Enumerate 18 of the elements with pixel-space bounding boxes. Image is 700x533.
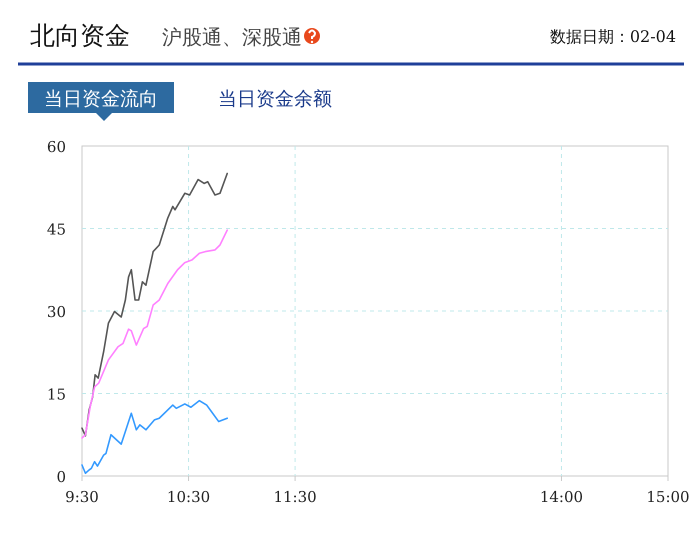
x-tick-label: 10:30 — [166, 488, 210, 506]
line-series — [81, 172, 228, 437]
chart-title: 北向资金 — [30, 21, 130, 50]
x-tick-label: 11:30 — [273, 488, 317, 506]
x-tick-label: 9:30 — [65, 488, 99, 506]
x-tick-label: 15:00 — [646, 488, 690, 506]
y-tick-label: 60 — [46, 138, 66, 156]
chart-subtitle: 沪股通、深股通 — [162, 25, 302, 49]
text: 当日资金余额 — [218, 88, 332, 110]
line-series — [81, 400, 228, 474]
y-tick-label: 15 — [46, 386, 66, 404]
y-tick-label: 0 — [56, 468, 66, 486]
text: 当日资金流向 — [44, 88, 158, 110]
text: 数据日期：02-04 — [550, 27, 676, 46]
y-tick-label: 30 — [46, 303, 66, 321]
y-tick-label: 45 — [46, 220, 66, 238]
line-series — [81, 229, 228, 439]
x-tick-label: 14:00 — [540, 488, 584, 506]
